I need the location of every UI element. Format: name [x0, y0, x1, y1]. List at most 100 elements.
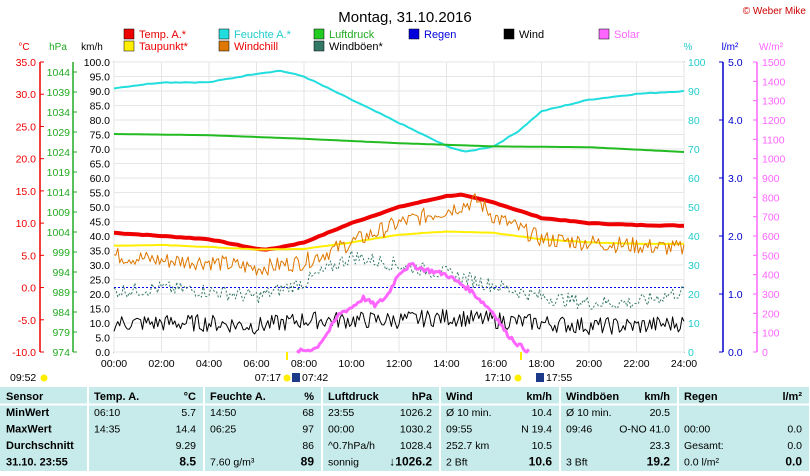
temp-tick-label: 15.0 [16, 186, 37, 198]
table-header: Sensor [6, 391, 44, 403]
sunrise-tick [286, 352, 288, 360]
legend-label: Luftdruck [329, 29, 375, 41]
sunset-time: 17:10 [485, 372, 511, 384]
humidity-tick-label: 80 [688, 115, 700, 127]
solar-tick-label: 0 [762, 347, 768, 359]
wind-tick-label: 75.0 [90, 130, 111, 142]
pressure-tick-label: 1029 [47, 127, 71, 139]
pressure-tick-label: 1024 [47, 147, 71, 159]
solar-tick-label: 600 [762, 231, 780, 243]
solar-tick-label: 400 [762, 270, 780, 282]
pressure-tick-label: 994 [52, 267, 70, 279]
table-cell-label: Ø 10 min. [566, 407, 612, 419]
legend-swatch [598, 28, 610, 40]
humidity-tick-label: 20 [688, 289, 700, 301]
series-line [113, 133, 685, 153]
pressure-tick-label: 1019 [47, 167, 71, 179]
solar-tick-label: 1500 [762, 57, 786, 69]
table-cell-label: 00:00 [684, 424, 710, 436]
table-header: km/h [644, 391, 670, 403]
table-cell-value: 10.5 [532, 440, 553, 452]
temp-tick-label: 0.0 [21, 283, 36, 295]
legend-swatch [123, 28, 135, 40]
table-cell-label: 2 Bft [446, 457, 468, 469]
pressure-tick-label: 1044 [47, 67, 71, 79]
table-cell-value: N 19.4 [521, 424, 552, 436]
pressure-tick-label: 974 [52, 347, 70, 359]
temp-tick-label: 30.0 [16, 89, 37, 101]
table-cell-value: 0.0 [785, 455, 802, 469]
solar-tick-label: 800 [762, 192, 780, 204]
wind-tick-label: 10.0 [90, 318, 111, 330]
table-cell-label: 3 Bft [566, 457, 588, 469]
x-tick-label: 16:00 [481, 358, 507, 370]
temp-tick-label: 25.0 [16, 121, 37, 133]
solar-unit-label: W/m² [759, 42, 784, 53]
temp-tick-label: 10.0 [16, 218, 37, 230]
humidity-tick-label: 70 [688, 144, 700, 156]
humidity-tick-label: 60 [688, 173, 700, 185]
table-cell-label: 09:55 [446, 424, 472, 436]
x-tick-label: 00:00 [101, 358, 127, 370]
solar-tick-label: 300 [762, 289, 780, 301]
stats-table: Sensor Temp. A. °C Feuchte A.% Luftdruck hPa W… [0, 387, 810, 471]
humidity-tick-label: 40 [688, 231, 700, 243]
rain-tick-label: 2.0 [728, 231, 743, 243]
series-layer [113, 69, 685, 354]
sun-time-left: 09:52 [10, 372, 36, 384]
dusk-icon [536, 373, 544, 382]
temp-tick-label: 35.0 [16, 57, 37, 69]
temp-tick-label: -5.0 [18, 315, 36, 327]
solar-tick-label: 100 [762, 328, 780, 340]
pressure-tick-label: 1034 [47, 107, 71, 119]
x-tick-label: 20:00 [576, 358, 602, 370]
legend-label: Windböen* [329, 41, 384, 53]
table-header: % [304, 391, 314, 403]
table-cell-value: 68 [302, 407, 314, 419]
legend-swatch [313, 40, 325, 52]
table-cell-value: 0.0 [787, 424, 802, 436]
table-cell-value: 20.5 [650, 407, 671, 419]
wind-tick-label: 100.0 [84, 57, 110, 69]
table-cell-label: 14:50 [210, 407, 236, 419]
legend: Temp. A.* Feuchte A.* Luftdruck Regen Wind So… [123, 28, 640, 53]
table-row-label: MaxWert [6, 424, 52, 436]
pressure-tick-label: 1004 [47, 227, 71, 239]
chart-title: Montag, 31.10.2016 [338, 9, 471, 26]
wind-tick-label: 20.0 [90, 289, 111, 301]
table-cell-label: 00:00 [328, 424, 354, 436]
civil-dusk-time: 17:55 [546, 372, 572, 384]
table-background [0, 387, 810, 471]
pressure-tick-label: 1039 [47, 87, 71, 99]
solar-tick-label: 500 [762, 250, 780, 262]
legend-label: Windchill [234, 41, 278, 53]
humidity-tick-label: 50 [688, 202, 700, 214]
solar-tick-label: 1100 [762, 134, 785, 146]
table-cell-label: 7.60 g/m³ [210, 457, 255, 469]
x-tick-label: 12:00 [386, 358, 412, 370]
table-cell-label: 06:25 [210, 424, 236, 436]
rain-unit-label: l/m² [722, 42, 739, 53]
wind-tick-label: 90.0 [90, 86, 111, 98]
pressure-tick-label: 989 [52, 287, 70, 299]
sun-icon [40, 374, 48, 382]
pressure-tick-label: 984 [52, 307, 70, 319]
table-cell-value: 23.3 [650, 440, 671, 452]
wind-tick-label: 65.0 [90, 159, 111, 171]
table-header: Wind [446, 391, 473, 403]
civil-dawn-time: 07:42 [302, 372, 328, 384]
wind-tick-label: 15.0 [90, 304, 111, 316]
legend-swatch [503, 28, 515, 40]
series-line [113, 193, 685, 276]
table-header: Regen [684, 391, 718, 403]
wind-tick-label: 50.0 [90, 202, 111, 214]
table-cell-value: 19.2 [647, 455, 671, 469]
pressure-unit-label: hPa [49, 42, 67, 53]
table-cell-label: 14:35 [94, 424, 120, 436]
legend-label: Feuchte A.* [234, 29, 292, 41]
table-cell-value: O-NO 41.0 [619, 424, 670, 436]
pressure-tick-label: 1009 [47, 207, 71, 219]
legend-label: Wind [519, 29, 544, 41]
